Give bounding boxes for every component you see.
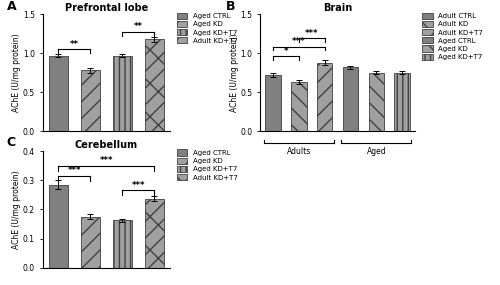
Text: A: A xyxy=(7,0,16,13)
Bar xyxy=(265,75,280,131)
Bar xyxy=(49,56,68,131)
Text: **: ** xyxy=(70,40,79,49)
Text: B: B xyxy=(226,0,235,13)
Text: ***: *** xyxy=(68,166,81,175)
Text: **: ** xyxy=(134,23,142,31)
Y-axis label: AChE (U/mg protein): AChE (U/mg protein) xyxy=(12,170,22,249)
Bar xyxy=(368,73,384,131)
Title: Brain: Brain xyxy=(323,3,352,13)
Y-axis label: AChE (U/mg protein): AChE (U/mg protein) xyxy=(12,33,22,112)
Bar xyxy=(112,56,132,131)
Text: ***: *** xyxy=(305,29,318,38)
Legend: Adult CTRL, Adult KD, Adult KD+T7, Aged CTRL, Aged KD, Aged KD+T7: Adult CTRL, Adult KD, Adult KD+T7, Aged … xyxy=(422,12,484,61)
Text: ***: *** xyxy=(132,181,145,190)
Title: Cerebellum: Cerebellum xyxy=(74,140,138,150)
Text: *: * xyxy=(284,47,288,56)
Bar xyxy=(112,220,132,268)
Text: Aged: Aged xyxy=(366,147,386,156)
Text: C: C xyxy=(7,137,16,149)
Bar xyxy=(49,185,68,268)
Text: ***: *** xyxy=(100,156,113,165)
Title: Prefrontal lobe: Prefrontal lobe xyxy=(64,3,148,13)
Bar xyxy=(317,62,332,131)
Text: ***: *** xyxy=(292,37,306,46)
Bar xyxy=(81,70,100,131)
Bar xyxy=(144,199,164,268)
Text: Adults: Adults xyxy=(286,147,311,156)
Legend: Aged CTRL, Aged KD, Aged KD+T7, Adult KD+T7: Aged CTRL, Aged KD, Aged KD+T7, Adult KD… xyxy=(176,12,238,44)
Y-axis label: AChE (U/mg protein): AChE (U/mg protein) xyxy=(230,33,239,112)
Bar xyxy=(144,39,164,131)
Bar xyxy=(291,82,306,131)
Bar xyxy=(342,67,358,131)
Bar xyxy=(394,73,410,131)
Bar xyxy=(81,217,100,268)
Legend: Aged CTRL, Aged KD, Aged KD+T7, Adult KD+T7: Aged CTRL, Aged KD, Aged KD+T7, Adult KD… xyxy=(176,149,238,181)
